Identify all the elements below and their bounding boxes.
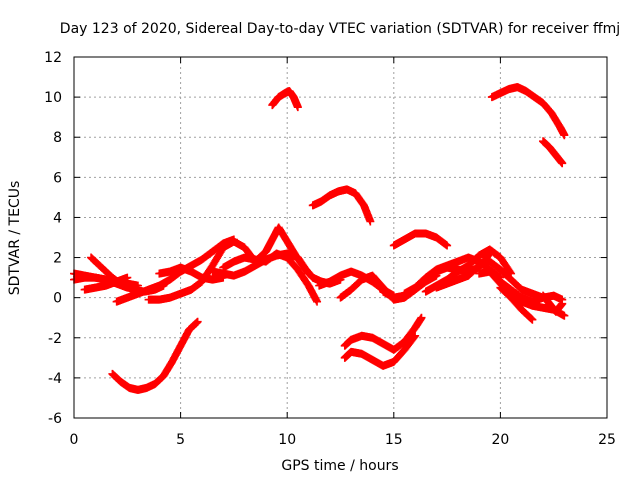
y-tick-label: -4 [48, 371, 62, 387]
series-arc16 [340, 313, 426, 354]
series-arc28 [539, 137, 567, 168]
y-axis-label: SDTVAR / TECUs [7, 181, 23, 296]
data-points [70, 83, 569, 394]
y-tick-label: 2 [53, 251, 62, 267]
y-tick-label: 6 [53, 170, 62, 186]
series-arc11 [219, 249, 322, 306]
data-point [313, 297, 322, 306]
plot-frame [73, 56, 608, 419]
y-tick-label: -6 [48, 411, 62, 427]
series-arc12 [268, 87, 302, 112]
x-axis-label: GPS time / hours [281, 458, 398, 474]
data-point [558, 159, 567, 168]
series-arc7 [155, 263, 228, 284]
axes: 0 5 10 15 20 25 -6 -4 -2 0 2 4 6 8 10 12 [44, 50, 616, 448]
y-tick-label: 10 [44, 90, 62, 106]
data-point [560, 311, 569, 320]
y-tick-label: -2 [48, 331, 62, 347]
data-point [411, 331, 420, 340]
data-point [123, 273, 132, 282]
data-point [526, 314, 535, 323]
data-point [293, 103, 302, 112]
series-arc26 [539, 291, 567, 316]
data-point [366, 217, 375, 226]
series-arc22 [432, 257, 548, 302]
series-arc10 [251, 223, 345, 288]
data-point [528, 315, 537, 324]
x-tick-label: 5 [176, 432, 185, 448]
series-arc8 [108, 317, 202, 394]
y-tick-label: 4 [53, 210, 62, 226]
data-point [527, 314, 536, 323]
data-point [558, 299, 567, 308]
series-arc25 [496, 283, 537, 324]
data-point [560, 131, 569, 140]
data-point [193, 317, 202, 326]
y-tick-label: 8 [53, 130, 62, 146]
y-tick-label: 12 [44, 50, 62, 66]
chart-title: Day 123 of 2020, Sidereal Day-to-day VTE… [60, 21, 620, 37]
data-point [443, 241, 452, 250]
x-tick-label: 25 [598, 432, 616, 448]
series-arc18 [389, 229, 452, 250]
series-arc17 [340, 331, 420, 370]
data-point [410, 332, 419, 341]
x-tick-label: 20 [491, 432, 509, 448]
x-tick-label: 0 [70, 432, 79, 448]
series-arc27 [487, 83, 569, 140]
y-tick-label: 0 [53, 291, 62, 307]
data-point [417, 313, 426, 322]
x-tick-label: 10 [278, 432, 296, 448]
series-arc13 [308, 185, 375, 226]
x-tick-label: 15 [385, 432, 403, 448]
